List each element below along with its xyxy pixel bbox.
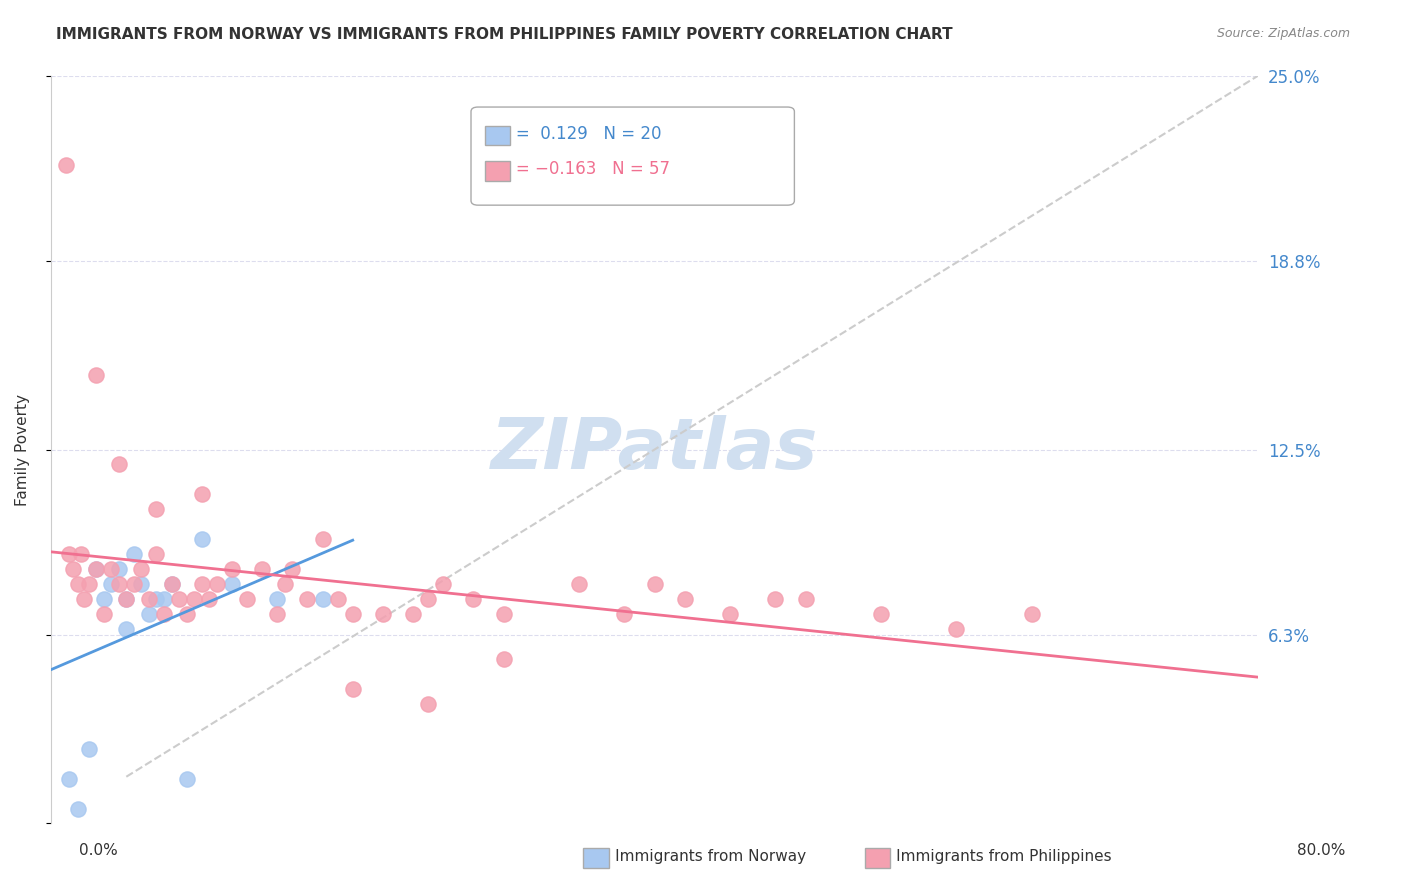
- Text: □  Immigrants from Norway: □ Immigrants from Norway: [591, 849, 806, 863]
- Point: [107, 562, 129, 576]
- Point: [250, 562, 273, 576]
- Point: [55, 158, 77, 172]
- Point: [221, 577, 243, 591]
- Point: [297, 592, 319, 607]
- Point: [115, 622, 138, 636]
- Point: [84, 368, 107, 382]
- Point: [100, 577, 122, 591]
- Point: [145, 592, 167, 607]
- Text: 80.0%: 80.0%: [1298, 843, 1346, 858]
- Point: [342, 681, 364, 696]
- Point: [176, 772, 198, 786]
- Point: [122, 547, 145, 561]
- Point: [160, 577, 183, 591]
- Point: [131, 577, 153, 591]
- Point: [160, 577, 183, 591]
- Point: [84, 562, 107, 576]
- Point: [73, 592, 96, 607]
- Point: [644, 577, 666, 591]
- Text: Source: ZipAtlas.com: Source: ZipAtlas.com: [1216, 27, 1350, 40]
- Point: [613, 607, 636, 621]
- Text: □  Immigrants from Philippines: □ Immigrants from Philippines: [872, 849, 1111, 863]
- Point: [176, 607, 198, 621]
- Point: [77, 741, 100, 756]
- Text: 0.0%: 0.0%: [79, 843, 118, 858]
- Y-axis label: Family Poverty: Family Poverty: [15, 393, 30, 506]
- Text: R = −0.163   N = 57: R = −0.163 N = 57: [499, 161, 671, 178]
- Point: [326, 592, 349, 607]
- Point: [66, 577, 89, 591]
- Point: [870, 607, 893, 621]
- Point: [70, 547, 93, 561]
- Point: [138, 607, 160, 621]
- Point: [93, 592, 115, 607]
- Point: [342, 607, 364, 621]
- Text: R =  0.129   N = 20: R = 0.129 N = 20: [499, 125, 662, 143]
- Point: [107, 577, 129, 591]
- Point: [107, 458, 129, 472]
- Point: [205, 577, 228, 591]
- Point: [266, 607, 288, 621]
- Point: [58, 772, 80, 786]
- Point: [167, 592, 190, 607]
- Text: IMMIGRANTS FROM NORWAY VS IMMIGRANTS FROM PHILIPPINES FAMILY POVERTY CORRELATION: IMMIGRANTS FROM NORWAY VS IMMIGRANTS FRO…: [56, 27, 953, 42]
- Point: [402, 607, 425, 621]
- Point: [463, 592, 485, 607]
- Point: [191, 487, 214, 501]
- Point: [371, 607, 394, 621]
- Point: [763, 592, 786, 607]
- Point: [945, 622, 967, 636]
- Text: ZIPatlas: ZIPatlas: [491, 415, 818, 484]
- Point: [221, 562, 243, 576]
- Point: [100, 562, 122, 576]
- Point: [93, 607, 115, 621]
- Point: [1021, 607, 1043, 621]
- Point: [281, 562, 304, 576]
- Point: [183, 592, 205, 607]
- Point: [492, 652, 515, 666]
- Point: [718, 607, 741, 621]
- Point: [131, 562, 153, 576]
- Point: [62, 562, 84, 576]
- Point: [84, 562, 107, 576]
- Point: [418, 697, 440, 711]
- Point: [115, 592, 138, 607]
- Point: [145, 547, 167, 561]
- Point: [568, 577, 591, 591]
- Point: [198, 592, 221, 607]
- Point: [66, 801, 89, 815]
- Point: [673, 592, 696, 607]
- Point: [153, 592, 176, 607]
- Point: [418, 592, 440, 607]
- Point: [311, 533, 333, 547]
- Point: [153, 607, 176, 621]
- Point: [138, 592, 160, 607]
- Point: [432, 577, 454, 591]
- Point: [58, 547, 80, 561]
- Point: [492, 607, 515, 621]
- Point: [266, 592, 288, 607]
- Point: [794, 592, 817, 607]
- Point: [77, 577, 100, 591]
- Point: [274, 577, 297, 591]
- Point: [115, 592, 138, 607]
- Point: [191, 533, 214, 547]
- Point: [236, 592, 259, 607]
- Point: [122, 577, 145, 591]
- Point: [191, 577, 214, 591]
- Point: [311, 592, 333, 607]
- Point: [145, 502, 167, 516]
